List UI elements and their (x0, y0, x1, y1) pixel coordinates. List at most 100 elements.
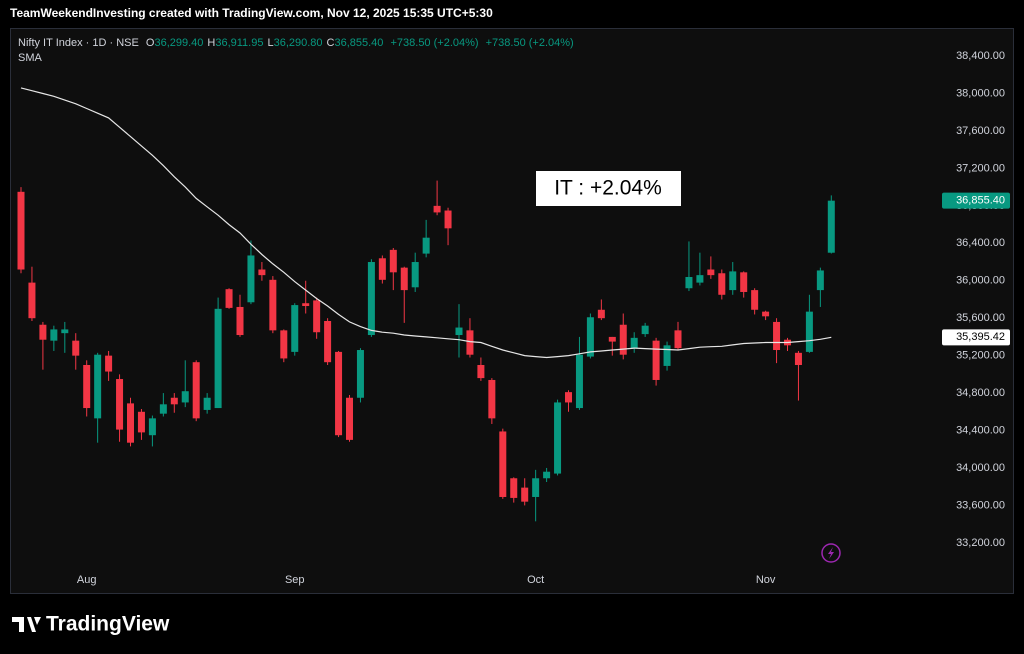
candle-body (499, 431, 507, 497)
candle-body (127, 403, 134, 443)
candle-body (346, 397, 353, 440)
candle-body (751, 290, 759, 310)
candle-body (477, 364, 485, 379)
candle-body (378, 258, 386, 280)
candle-body (455, 327, 463, 336)
y-tick-label: 35,600.00 (956, 312, 1005, 324)
candle-body (61, 329, 69, 334)
candle-body (674, 330, 682, 349)
candle-body (137, 411, 145, 433)
candle-body (313, 300, 321, 333)
candle-body (83, 364, 91, 409)
alert-icon (821, 543, 841, 563)
candle-body (116, 379, 124, 430)
chart-panel (10, 28, 1014, 594)
indicator-name: SMA (18, 52, 42, 64)
y-tick-label: 34,000.00 (956, 462, 1005, 474)
x-tick-label: Nov (756, 574, 776, 586)
candle-body (94, 354, 102, 419)
candle-body (608, 336, 616, 342)
candle-body (805, 311, 813, 352)
candle-body (236, 306, 244, 336)
candle-body (72, 340, 80, 356)
y-tick-label: 35,200.00 (956, 350, 1005, 362)
legend: Nifty IT Index · 1D · NSE O36,299.40 H36,… (18, 36, 574, 66)
y-tick-label: 37,600.00 (956, 125, 1005, 137)
candle-body (630, 337, 638, 349)
ohlc-label: O (145, 37, 155, 49)
candle-body (148, 418, 156, 436)
y-tick-label: 38,400.00 (956, 50, 1005, 62)
y-tick-label: 36,000.00 (956, 275, 1005, 287)
candle-body (543, 471, 551, 479)
price-tag (942, 192, 1010, 209)
legend-line: Nifty IT Index · 1D · NSE O36,299.40 H36,… (18, 36, 574, 51)
candle-body (203, 397, 211, 410)
price-tag-label: 35,395.42 (956, 331, 1005, 343)
candle-body (554, 402, 562, 474)
candle-body (400, 267, 408, 291)
candle-body (17, 191, 25, 270)
candle-body (389, 249, 397, 273)
candle-body (488, 379, 496, 419)
candle-body (105, 355, 113, 372)
y-tick-label: 34,800.00 (956, 387, 1005, 399)
candle-body (685, 277, 693, 289)
candle-body (269, 279, 277, 331)
ohlc-value: 36,911.95 (215, 37, 264, 49)
candle-body (28, 282, 36, 319)
ohlc-label: H (207, 37, 216, 49)
candle-body (280, 330, 288, 359)
candle-body (575, 354, 583, 409)
brand-logo: TradingView (12, 613, 170, 636)
candle-body (422, 237, 430, 254)
attribution: TeamWeekendInvesting created with Tradin… (10, 6, 493, 20)
ohlc-label: C (326, 37, 335, 49)
candle-body (433, 205, 441, 213)
candle-body (597, 309, 605, 319)
candle-body (740, 272, 748, 292)
candle-body (192, 362, 200, 419)
ohlc: O36,299.40 H36,911.95 L36,290.80 C36,855.40 (146, 37, 388, 49)
y-tick-label: 37,200.00 (956, 162, 1005, 174)
candle-body (225, 289, 233, 308)
ohlc-label: L (267, 37, 274, 49)
candle-body (444, 210, 452, 229)
candle-body (696, 275, 704, 283)
change: +738.50 (+2.04%) (390, 37, 479, 49)
price-tag (942, 329, 1010, 346)
ohlc-value: 36,299.40 (154, 37, 204, 49)
candle-body (652, 340, 660, 380)
candle-body (50, 329, 58, 341)
y-tick-label: 33,600.00 (956, 499, 1005, 511)
candle-body (729, 271, 737, 291)
candle-body (586, 317, 594, 357)
candle-body (170, 397, 178, 405)
candle-body (521, 487, 529, 502)
candle-body (762, 311, 770, 317)
ohlc-value: 36,290.80 (273, 37, 323, 49)
candle-body (258, 269, 266, 276)
x-tick-label: Aug (77, 574, 97, 586)
candle-body (532, 478, 540, 497)
x-tick-label: Sep (285, 574, 305, 586)
candle-body (39, 324, 47, 340)
candle-body (816, 270, 824, 291)
ohlc-value: 36,855.40 (334, 37, 384, 49)
y-tick-label: 36,400.00 (956, 237, 1005, 249)
candle-body (641, 325, 649, 335)
candle-body (707, 269, 715, 276)
symbol: Nifty IT Index · 1D · NSE (18, 37, 139, 49)
candle-body (324, 320, 332, 363)
candles (17, 180, 835, 522)
annotation-box (536, 171, 681, 206)
candle-body (291, 305, 299, 352)
candle-body (510, 478, 518, 498)
candle-body (335, 351, 343, 436)
candle-body (794, 352, 802, 365)
brand: TradingView (46, 613, 170, 636)
candle-body (773, 321, 781, 351)
candle-body (214, 308, 222, 409)
